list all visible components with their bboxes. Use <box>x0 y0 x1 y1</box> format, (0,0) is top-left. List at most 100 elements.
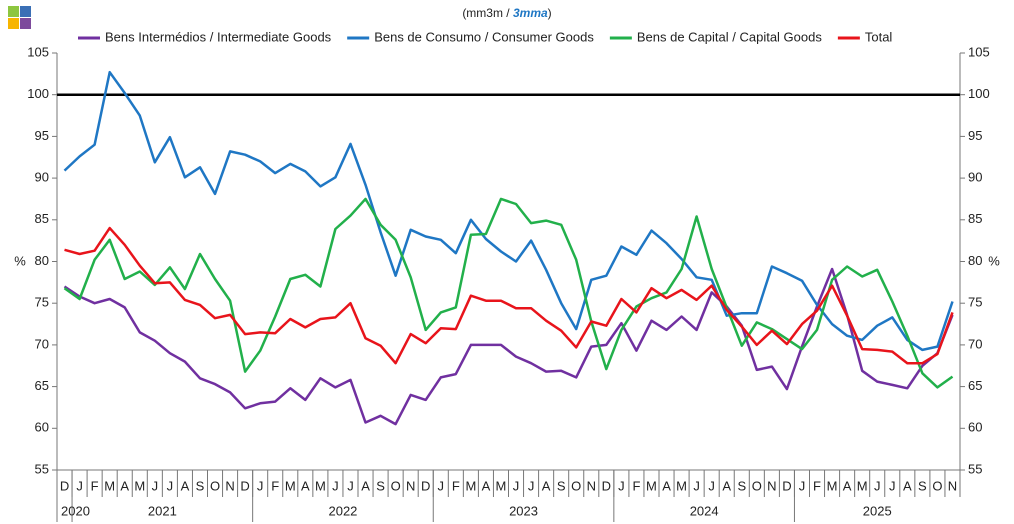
y2-tick-label: 75 <box>968 295 982 310</box>
y-tick-label: 90 <box>35 170 49 185</box>
x-tick-label: M <box>315 478 326 493</box>
x-tick-label: J <box>708 478 715 493</box>
x-tick-label: J <box>889 478 896 493</box>
y2-tick-label: 90 <box>968 170 982 185</box>
year-label: 2025 <box>863 503 892 518</box>
x-tick-label: O <box>752 478 762 493</box>
legend-label: Bens Intermédios / Intermediate Goods <box>105 29 332 44</box>
subtitle-part: ) <box>548 6 552 20</box>
x-tick-label: S <box>918 478 927 493</box>
y2-tick-label: 100 <box>968 86 990 101</box>
x-tick-label: O <box>932 478 942 493</box>
x-tick-label: J <box>332 478 339 493</box>
x-tick-label: J <box>528 478 535 493</box>
y2-tick-label: 105 <box>968 44 990 59</box>
series-line <box>64 226 954 365</box>
x-tick-label: M <box>134 478 145 493</box>
x-tick-label: J <box>438 478 445 493</box>
x-tick-label: J <box>799 478 806 493</box>
x-tick-label: J <box>874 478 881 493</box>
x-tick-label: N <box>587 478 596 493</box>
y-tick-label: 85 <box>35 211 49 226</box>
x-tick-label: A <box>181 478 190 493</box>
x-tick-label: A <box>301 478 310 493</box>
subtitle-part: (mm3m / <box>462 6 513 20</box>
x-tick-label: J <box>76 478 83 493</box>
y2-tick-label: 65 <box>968 378 982 393</box>
x-tick-label: N <box>948 478 957 493</box>
y2-axis-label: % <box>988 253 1000 268</box>
x-tick-label: O <box>571 478 581 493</box>
x-tick-label: S <box>737 478 746 493</box>
y-tick-label: 95 <box>35 128 49 143</box>
x-tick-label: F <box>452 478 460 493</box>
x-tick-label: A <box>843 478 852 493</box>
x-tick-label: J <box>347 478 354 493</box>
series-line <box>63 70 954 352</box>
x-tick-label: S <box>376 478 385 493</box>
x-tick-label: M <box>857 478 868 493</box>
x-tick-label: F <box>632 478 640 493</box>
x-tick-label: J <box>693 478 700 493</box>
y-tick-label: 75 <box>35 295 49 310</box>
x-tick-label: A <box>120 478 129 493</box>
y-tick-label: 65 <box>35 378 49 393</box>
y-tick-label: 60 <box>35 420 49 435</box>
x-tick-label: D <box>60 478 69 493</box>
x-tick-label: O <box>210 478 220 493</box>
x-tick-label: J <box>618 478 625 493</box>
x-tick-label: F <box>271 478 279 493</box>
x-tick-label: D <box>602 478 611 493</box>
y-tick-label: 55 <box>35 461 49 476</box>
x-tick-label: F <box>91 478 99 493</box>
x-tick-label: M <box>285 478 296 493</box>
x-tick-label: D <box>240 478 249 493</box>
x-tick-label: J <box>167 478 174 493</box>
series-line <box>63 197 954 389</box>
y2-tick-label: 70 <box>968 336 982 351</box>
y2-tick-label: 55 <box>968 461 982 476</box>
logo <box>8 6 31 29</box>
x-tick-label: F <box>813 478 821 493</box>
year-label: 2020 <box>61 503 90 518</box>
y-tick-label: 80 <box>35 253 49 268</box>
x-tick-label: M <box>496 478 507 493</box>
year-label: 2024 <box>690 503 719 518</box>
y-tick-label: 70 <box>35 336 49 351</box>
x-tick-label: S <box>557 478 566 493</box>
y2-tick-label: 95 <box>968 128 982 143</box>
y2-tick-label: 80 <box>968 253 982 268</box>
x-tick-label: N <box>406 478 415 493</box>
series-line <box>63 267 954 426</box>
x-tick-label: D <box>421 478 430 493</box>
x-tick-label: N <box>225 478 234 493</box>
legend-label: Bens de Capital / Capital Goods <box>637 29 822 44</box>
x-tick-label: J <box>257 478 264 493</box>
y-axis-label: % <box>14 253 26 268</box>
x-tick-label: A <box>722 478 731 493</box>
x-tick-label: M <box>104 478 115 493</box>
x-tick-label: A <box>361 478 370 493</box>
x-tick-label: S <box>196 478 205 493</box>
y-tick-label: 100 <box>27 86 49 101</box>
x-tick-label: O <box>391 478 401 493</box>
x-tick-label: M <box>646 478 657 493</box>
y2-tick-label: 60 <box>968 420 982 435</box>
legend-label: Bens de Consumo / Consumer Goods <box>374 29 594 44</box>
y2-tick-label: 85 <box>968 211 982 226</box>
x-tick-label: D <box>782 478 791 493</box>
y-tick-label: 105 <box>27 44 49 59</box>
year-label: 2022 <box>328 503 357 518</box>
legend-label: Total <box>865 29 893 44</box>
subtitle: (mm3m / 3mma) <box>462 6 551 20</box>
x-tick-label: M <box>676 478 687 493</box>
year-label: 2023 <box>509 503 538 518</box>
x-tick-label: A <box>482 478 491 493</box>
x-tick-label: M <box>827 478 838 493</box>
x-tick-label: N <box>767 478 776 493</box>
subtitle-part: 3mma <box>513 6 548 20</box>
x-tick-label: A <box>662 478 671 493</box>
x-tick-label: J <box>152 478 159 493</box>
x-tick-label: A <box>542 478 551 493</box>
